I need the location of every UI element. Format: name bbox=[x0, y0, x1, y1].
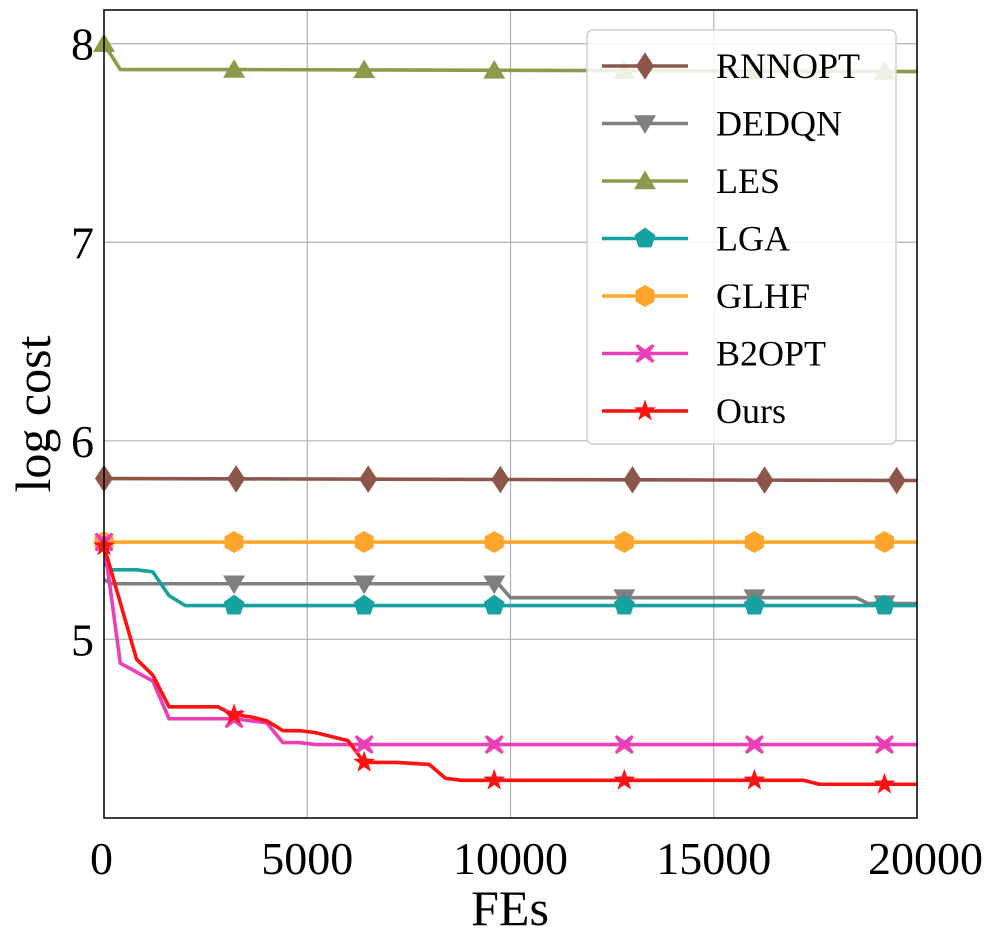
data-point-b2opt bbox=[874, 735, 894, 755]
legend-box bbox=[586, 29, 897, 445]
legend-marker-ours bbox=[634, 399, 656, 421]
series-line-les bbox=[104, 42, 917, 74]
legend-marker-rnnopt bbox=[635, 52, 655, 80]
data-point-rnnopt bbox=[623, 466, 642, 494]
x-tick-label: 15000 bbox=[656, 833, 771, 884]
data-point-ours bbox=[873, 772, 896, 794]
data-point-rnnopt bbox=[359, 465, 378, 493]
tick-labels: 0 5000 10000 15000 20000 5 6 7 8 bbox=[71, 19, 983, 884]
legend: RNNOPT DEDQN LES LGA GLHF B2OPT Ours bbox=[586, 29, 897, 445]
data-point-les bbox=[483, 59, 506, 79]
series-line-ours bbox=[104, 545, 917, 787]
y-tick-label: 8 bbox=[71, 19, 94, 70]
data-point-glhf bbox=[484, 531, 504, 554]
data-point-b2opt bbox=[744, 735, 764, 755]
legend-label-dedqn: DEDQN bbox=[716, 104, 842, 144]
data-point-les bbox=[223, 59, 246, 78]
legend-label-rnnopt: RNNOPT bbox=[716, 46, 860, 86]
data-point-glhf bbox=[614, 531, 634, 554]
data-point-lga bbox=[223, 594, 245, 615]
data-point-b2opt bbox=[484, 735, 504, 755]
data-point-ours bbox=[353, 750, 376, 772]
legend-marker-les bbox=[634, 170, 656, 190]
x-tick-label: 10000 bbox=[453, 833, 568, 884]
data-point-glhf bbox=[744, 531, 764, 554]
data-point-b2opt bbox=[614, 735, 634, 755]
y-tick-label: 5 bbox=[71, 614, 94, 665]
data-point-lga bbox=[613, 594, 635, 615]
data-point-dedqn bbox=[223, 575, 246, 595]
data-point-rnnopt bbox=[491, 465, 510, 494]
legend-marker-lga bbox=[634, 227, 656, 248]
series-line-dedqn bbox=[104, 578, 917, 606]
series-line-rnnopt bbox=[104, 476, 917, 483]
data-point-ours bbox=[223, 703, 246, 725]
legend-marker-glhf bbox=[635, 285, 655, 307]
data-point-lga bbox=[483, 594, 505, 615]
data-point-ours bbox=[483, 768, 506, 790]
legend-label-lga: LGA bbox=[716, 219, 790, 259]
data-point-lga bbox=[353, 594, 375, 615]
y-tick-label: 7 bbox=[71, 217, 94, 268]
data-point-lga bbox=[874, 594, 895, 615]
legend-label-les: LES bbox=[716, 161, 780, 201]
legend-label-b2opt: B2OPT bbox=[716, 334, 826, 374]
data-point-dedqn bbox=[353, 575, 376, 595]
data-point-rnnopt bbox=[227, 465, 246, 493]
legend-item-rnnopt: RNNOPT bbox=[602, 46, 860, 86]
x-tick-label: 5000 bbox=[261, 833, 353, 884]
y-tick-label: 6 bbox=[71, 416, 94, 467]
data-point-glhf bbox=[354, 531, 374, 554]
data-point-rnnopt bbox=[755, 466, 774, 494]
y-axis-title: log cost bbox=[5, 335, 61, 492]
legend-item-glhf: GLHF bbox=[602, 276, 810, 316]
x-axis-title: FEs bbox=[471, 880, 549, 936]
legend-item-dedqn: DEDQN bbox=[602, 104, 842, 144]
plot-frame bbox=[103, 9, 918, 819]
data-point-dedqn bbox=[483, 575, 506, 595]
legend-label-ours: Ours bbox=[716, 391, 786, 431]
data-point-lga bbox=[743, 594, 765, 615]
data-point-glhf bbox=[874, 531, 895, 554]
legend-marker-b2opt bbox=[635, 344, 655, 363]
data-point-les bbox=[353, 59, 376, 79]
x-tick-label: 20000 bbox=[868, 833, 983, 884]
data-point-rnnopt bbox=[887, 466, 906, 495]
x-tick-label: 0 bbox=[90, 833, 113, 884]
legend-item-lga: LGA bbox=[602, 219, 790, 259]
legend-marker-dedqn bbox=[634, 115, 656, 134]
legend-item-ours: Ours bbox=[602, 391, 786, 431]
legend-item-b2opt: B2OPT bbox=[602, 334, 826, 374]
data-point-ours bbox=[743, 768, 766, 790]
data-point-glhf bbox=[224, 531, 244, 554]
data-point-b2opt bbox=[354, 735, 374, 755]
data-point-ours bbox=[613, 768, 636, 790]
legend-label-glhf: GLHF bbox=[716, 276, 810, 316]
legend-item-les: LES bbox=[602, 161, 780, 201]
